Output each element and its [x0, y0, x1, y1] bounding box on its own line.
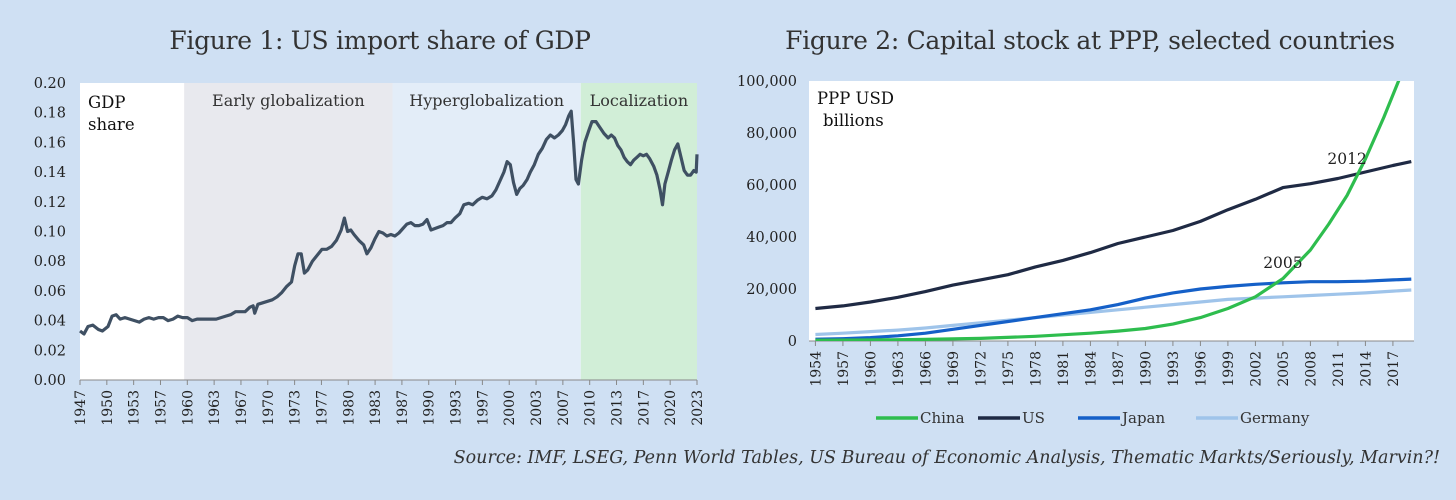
- import-share-chart: Early globalization Hyperglobalization Loc…: [34, 76, 706, 426]
- x-tick-label: 1969: [946, 351, 962, 387]
- region-band: [580, 83, 697, 380]
- y-tick-label: 0.02: [34, 343, 66, 359]
- x-tick-label: 1960: [863, 351, 879, 387]
- y-tick-label: 60,000: [746, 178, 797, 194]
- series-line-germany: [815, 288, 1412, 337]
- legend-label: Japan: [1120, 409, 1166, 427]
- x-tick-label: 1997: [475, 390, 491, 426]
- x-tick-label: 1993: [449, 390, 465, 426]
- source-note: Source: IMF, LSEG, Penn World Tables, US…: [453, 448, 1440, 468]
- x-tick-label: 1963: [891, 351, 907, 387]
- x-tick-label: 1983: [368, 390, 384, 426]
- y-tick-label: 80,000: [746, 126, 797, 142]
- series-group: [815, 81, 1412, 341]
- x-tick-label: 1980: [341, 390, 357, 426]
- y-tick-label: 0.06: [34, 284, 66, 300]
- x-tick-label: 1967: [234, 390, 250, 426]
- x-tick-label: 1987: [395, 390, 411, 426]
- x-tick-label: 1972: [973, 351, 989, 387]
- y-axis-label: GDP: [88, 93, 126, 112]
- figure2-title: Figure 2: Capital stock at PPP, selected…: [785, 26, 1395, 55]
- series-line-china: [815, 81, 1401, 341]
- region-label: Early globalization: [212, 91, 365, 110]
- legend-label: US: [1022, 409, 1045, 427]
- x-tick-label: 2010: [583, 390, 599, 426]
- x-tick-label: 2007: [556, 390, 572, 426]
- y-tick-label: 0.12: [34, 195, 66, 211]
- y-tick-label: 0.16: [34, 135, 66, 151]
- annotation-label: 2005: [1263, 254, 1302, 272]
- region-band: [184, 83, 393, 380]
- x-tick-label: 1954: [808, 351, 824, 387]
- x-tick-label: 1973: [288, 390, 304, 426]
- x-tick-label: 2014: [1358, 351, 1374, 387]
- x-tick-label: 1993: [1166, 351, 1182, 387]
- import-share-line: [79, 109, 699, 336]
- y-tick-label: 0.10: [34, 225, 66, 241]
- x-tick-label: 1957: [153, 390, 169, 426]
- x-tick-label: 1987: [1111, 351, 1127, 387]
- x-tick-label: 2013: [610, 390, 626, 426]
- y-tick-label: 0: [788, 334, 797, 350]
- x-tick-label: 1999: [1221, 351, 1237, 387]
- x-tick-label: 1990: [422, 390, 438, 426]
- y-tick-label: 40,000: [746, 230, 797, 246]
- x-tick-label: 1966: [918, 351, 934, 387]
- x-tick-label: 1981: [1056, 351, 1072, 387]
- y-tick-label: 100,000: [737, 74, 797, 90]
- legend-label: China: [920, 409, 965, 427]
- y-tick-label: 0.18: [34, 106, 66, 122]
- region-label: Hyperglobalization: [409, 91, 564, 110]
- x-tick-label: 1970: [261, 390, 277, 426]
- x-tick-label: 1960: [180, 390, 196, 426]
- y-axis-label: share: [88, 115, 135, 134]
- legend-label: Germany: [1240, 409, 1310, 427]
- x-tick-label: 2002: [1248, 351, 1264, 387]
- region-label: Localization: [590, 91, 688, 110]
- y-tick-label: 0.14: [34, 165, 66, 181]
- x-tick-label: 2020: [663, 390, 679, 426]
- x-tick-label: 1977: [314, 390, 330, 426]
- x-tick-label: 2008: [1303, 351, 1319, 387]
- y-tick-label: 0.20: [34, 76, 66, 92]
- x-tick-label: 2017: [1386, 351, 1402, 387]
- x-tick-label: 1996: [1193, 351, 1209, 387]
- x-tick-label: 2005: [1276, 351, 1292, 387]
- x-tick-label: 1990: [1138, 351, 1154, 387]
- x-tick-label: 1963: [207, 390, 223, 426]
- x-tick-label: 1957: [836, 351, 852, 387]
- y-tick-label: 0.08: [34, 254, 66, 270]
- x-tick-label: 1953: [127, 390, 143, 426]
- capital-stock-chart: PPP USD billions 0 20,000 40,000 60,000 80,000…: [737, 74, 1414, 427]
- x-tick-label: 1947: [73, 390, 89, 426]
- y-axis-label: PPP USD: [817, 89, 894, 108]
- region-band: [392, 83, 581, 380]
- y-tick-label: 0.00: [34, 373, 66, 389]
- figure1-title: Figure 1: US import share of GDP: [169, 26, 591, 55]
- x-tick-label: 1950: [100, 390, 116, 426]
- y-tick-label: 0.04: [34, 314, 66, 330]
- plot-area: [809, 81, 1414, 341]
- x-tick-label: 1978: [1028, 351, 1044, 387]
- x-tick-label: 1975: [1001, 351, 1017, 387]
- series-line-japan: [815, 277, 1412, 341]
- y-tick-label: 20,000: [746, 282, 797, 298]
- series-line-us: [815, 160, 1412, 311]
- x-tick-label: 2000: [502, 390, 518, 426]
- annotation-label: 2012: [1327, 150, 1366, 168]
- x-tick-label: 2023: [690, 390, 706, 426]
- x-tick-label: 2017: [636, 390, 652, 426]
- x-tick-label: 1984: [1083, 351, 1099, 387]
- y-axis-label: billions: [823, 111, 884, 130]
- x-tick-label: 2011: [1331, 351, 1347, 387]
- x-tick-label: 2003: [529, 390, 545, 426]
